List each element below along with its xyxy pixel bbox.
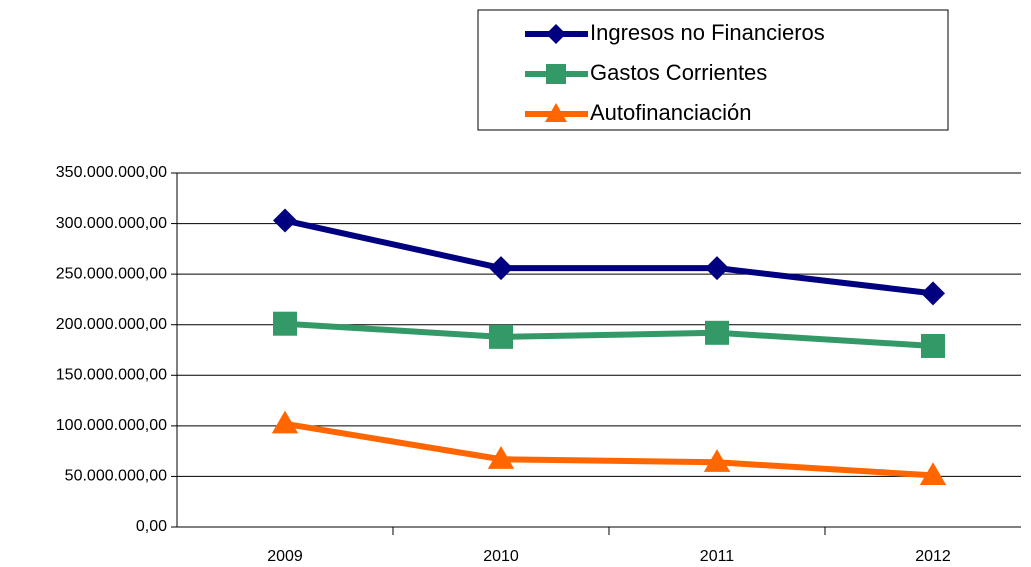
marker (489, 256, 513, 281)
marker (271, 410, 299, 434)
y-tick-label: 250.000.000,00 (56, 265, 167, 282)
x-tick-label: 2012 (915, 548, 951, 565)
series-line (284, 217, 934, 297)
y-tick-label: 0,00 (136, 518, 167, 535)
y-tick-label: 50.000.000,00 (65, 468, 167, 485)
marker (489, 324, 513, 349)
legend-label: Ingresos no Financieros (590, 20, 825, 45)
x-tick-label: 2009 (267, 548, 303, 565)
x-tick-label: 2011 (700, 548, 735, 565)
y-tick-label: 300.000.000,00 (56, 215, 167, 232)
legend-marker (546, 24, 566, 44)
marker (273, 311, 297, 336)
marker (921, 281, 945, 306)
y-tick-label: 350.000.000,00 (56, 164, 167, 181)
marker (919, 462, 947, 486)
y-tick-label: 150.000.000,00 (56, 367, 167, 384)
series-line (284, 420, 934, 479)
marker (273, 208, 297, 233)
legend-label: Autofinanciación (590, 100, 751, 125)
x-tick-label: 2010 (483, 548, 519, 565)
marker (705, 320, 729, 345)
y-tick-label: 200.000.000,00 (56, 316, 167, 333)
y-tick-label: 100.000.000,00 (56, 417, 167, 434)
marker (703, 449, 731, 472)
marker (921, 333, 945, 358)
marker (705, 256, 729, 281)
marker (487, 446, 515, 469)
legend-label: Gastos Corrientes (590, 60, 767, 85)
legend-marker (546, 64, 566, 84)
series-line (284, 320, 934, 349)
legend-marker (545, 103, 567, 122)
